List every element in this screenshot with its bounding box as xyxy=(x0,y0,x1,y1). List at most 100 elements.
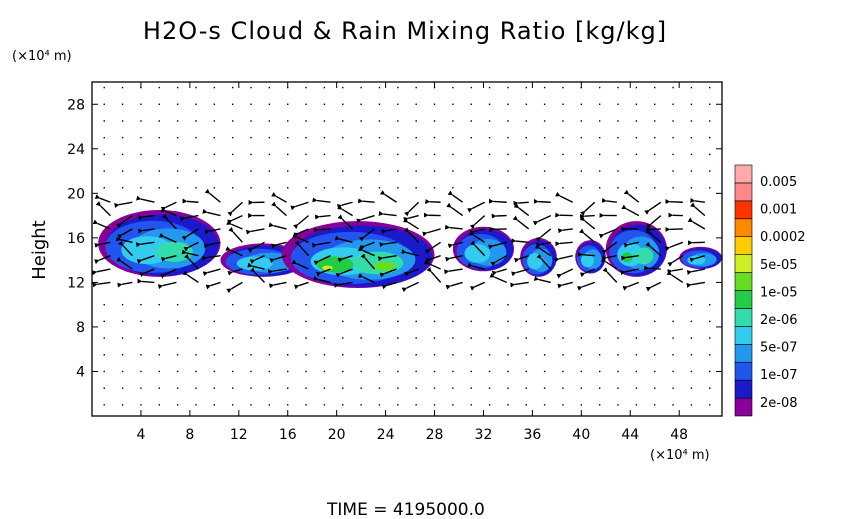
grid-dot-315 xyxy=(507,187,509,189)
wind-vector-46 xyxy=(226,220,243,230)
wind-vector-178 xyxy=(645,229,662,243)
grid-dot-29 xyxy=(140,387,142,389)
grid-dot-100 xyxy=(231,370,234,373)
grid-dot-87 xyxy=(213,354,216,356)
grid-dot-159 xyxy=(305,320,307,323)
grid-dot-91 xyxy=(213,187,216,189)
wind-vector-87 xyxy=(359,241,375,250)
grid-dot-255 xyxy=(433,354,436,356)
wind-vector-169 xyxy=(620,268,639,276)
grid-dot-425 xyxy=(654,320,656,323)
wind-vector-71 xyxy=(315,268,331,277)
grid-dot-4 xyxy=(103,337,105,339)
grid-dot-49 xyxy=(158,187,160,189)
grid-dot-57 xyxy=(176,387,179,389)
grid-dot-295 xyxy=(488,387,491,389)
wind-vector-17 xyxy=(135,241,155,248)
grid-dot-288 xyxy=(470,170,472,172)
wind-vector-176 xyxy=(644,265,661,271)
colorbar-label-2: 0.0002 xyxy=(760,230,806,245)
wind-vector-144 xyxy=(535,228,552,242)
grid-dot-178 xyxy=(323,136,326,139)
wind-vector-140 xyxy=(533,276,551,284)
grid-dot-74 xyxy=(195,337,197,339)
grid-dot-79 xyxy=(195,153,197,156)
grid-dot-37 xyxy=(140,153,142,156)
wind-vector-135 xyxy=(513,255,529,263)
wind-vector-174 xyxy=(623,189,640,203)
grid-dot-304 xyxy=(488,136,491,139)
grid-dot-308 xyxy=(507,404,509,406)
wind-vector-21 xyxy=(157,281,177,290)
grid-dot-163 xyxy=(305,153,307,156)
grid-dot-86 xyxy=(213,370,216,373)
grid-dot-417 xyxy=(635,120,638,122)
wind-vector-116 xyxy=(444,224,463,230)
wind-vector-168 xyxy=(622,281,640,291)
grid-dot-355 xyxy=(562,320,564,323)
grid-dot-196 xyxy=(360,404,362,406)
grid-dot-128 xyxy=(268,370,271,373)
grid-dot-198 xyxy=(360,370,362,373)
wind-vector-61 xyxy=(271,201,287,217)
wind-vector-47 xyxy=(227,214,243,225)
wind-vector-1 xyxy=(91,268,111,276)
grid-dot-443 xyxy=(672,153,674,156)
grid-dot-199 xyxy=(360,354,362,356)
grid-dot-332 xyxy=(525,136,527,139)
grid-dot-45 xyxy=(158,354,160,356)
grid-dot-64 xyxy=(176,170,179,172)
x-tick-label-9: 40 xyxy=(572,427,590,443)
wind-vector-49 xyxy=(249,267,265,283)
grid-dot-138 xyxy=(268,103,271,105)
grid-dot-413 xyxy=(635,187,638,189)
grid-dot-200 xyxy=(360,337,362,339)
grid-dot-54 xyxy=(158,103,160,105)
grid-dot-326 xyxy=(525,337,527,339)
grid-dot-344 xyxy=(543,170,546,172)
grid-dot-104 xyxy=(231,303,234,306)
x-tick-label-5: 24 xyxy=(377,427,395,443)
grid-dot-154 xyxy=(305,404,307,406)
grid-dot-164 xyxy=(305,136,307,139)
grid-dot-101 xyxy=(231,354,234,356)
grid-dot-11 xyxy=(103,120,105,122)
grid-dot-238 xyxy=(415,404,417,406)
grid-dot-278 xyxy=(452,103,454,105)
wind-vector-160 xyxy=(580,201,596,216)
colorbar-swatch-7 xyxy=(734,272,753,291)
grid-dot-330 xyxy=(525,170,527,172)
grid-dot-403 xyxy=(617,120,619,122)
grid-dot-302 xyxy=(488,170,491,172)
grid-dot-466 xyxy=(709,337,711,339)
grid-dot-318 xyxy=(507,136,509,139)
wind-vector-134 xyxy=(511,268,529,277)
grid-dot-467 xyxy=(709,320,711,323)
grid-dot-6 xyxy=(103,303,105,306)
grid-dot-70 xyxy=(195,404,197,406)
wind-vector-170 xyxy=(620,254,639,261)
grid-dot-2 xyxy=(103,370,105,373)
grid-dot-232 xyxy=(397,170,399,172)
grid-dot-387 xyxy=(598,153,601,156)
wind-vector-101 xyxy=(403,227,420,243)
wind-vector-155 xyxy=(579,268,596,278)
grid-dot-299 xyxy=(488,320,491,323)
wind-vector-103 xyxy=(403,214,419,222)
grid-dot-258 xyxy=(433,303,436,306)
grid-dot-329 xyxy=(525,187,527,189)
grid-dot-107 xyxy=(231,153,234,156)
grid-dot-419 xyxy=(635,86,638,89)
grid-dot-219 xyxy=(378,153,381,156)
grid-dot-157 xyxy=(305,354,307,356)
grid-dot-382 xyxy=(598,337,601,339)
grid-dot-328 xyxy=(525,303,527,306)
grid-dot-450 xyxy=(690,370,693,373)
grid-dot-348 xyxy=(543,103,546,105)
grid-dot-61 xyxy=(176,320,179,323)
grid-dot-275 xyxy=(452,153,454,156)
grid-dot-224 xyxy=(397,404,399,406)
wind-vector-123 xyxy=(469,228,485,235)
grid-dot-444 xyxy=(672,136,674,139)
wind-vector-4 xyxy=(92,219,111,230)
